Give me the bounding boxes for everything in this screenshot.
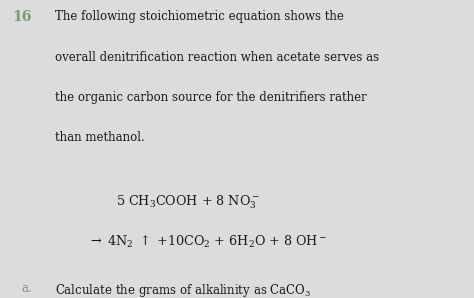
- Text: 16: 16: [12, 10, 31, 24]
- Text: The following stoichiometric equation shows the: The following stoichiometric equation sh…: [55, 10, 343, 24]
- Text: than methanol.: than methanol.: [55, 131, 144, 144]
- Text: 5 CH$_3$COOH + 8 NO$_3^-$: 5 CH$_3$COOH + 8 NO$_3^-$: [116, 193, 260, 211]
- Text: a.: a.: [21, 282, 32, 295]
- Text: $\rightarrow$ 4N$_2$ $\uparrow$ +10CO$_2$ + 6H$_2$O + 8 OH$^-$: $\rightarrow$ 4N$_2$ $\uparrow$ +10CO$_2…: [88, 234, 327, 250]
- Text: overall denitrification reaction when acetate serves as: overall denitrification reaction when ac…: [55, 51, 379, 64]
- Text: the organic carbon source for the denitrifiers rather: the organic carbon source for the denitr…: [55, 91, 366, 104]
- Text: Calculate the grams of alkalinity as CaCO$_3$: Calculate the grams of alkalinity as CaC…: [55, 282, 311, 298]
